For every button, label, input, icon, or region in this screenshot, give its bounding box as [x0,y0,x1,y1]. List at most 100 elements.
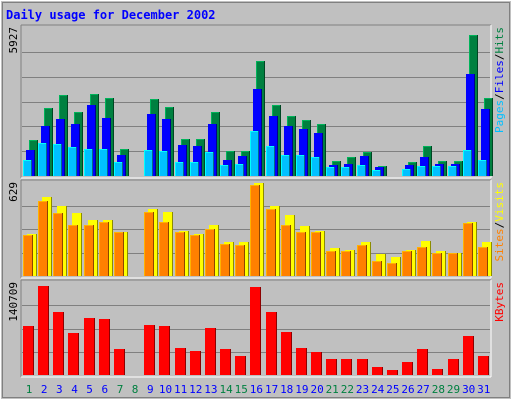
bar-kbytes-day-30 [463,336,474,375]
day-label-22: 22 [341,383,354,396]
bar-sites-day-28 [432,253,442,276]
bar-kbytes-day-13 [205,328,216,375]
bar-kbytes-day-6 [99,319,110,375]
bar-kbytes-day-20 [311,352,322,375]
bar-kbytes-day-31 [478,356,489,375]
bar-kbytes-day-3 [53,312,64,375]
legend-sites: Sites [493,228,506,261]
day-label-2: 2 [41,383,48,396]
panel-max-label: 629 [7,182,20,202]
bar-pages-day-21 [326,167,335,176]
bar-sites-day-13 [205,229,215,276]
legend-files: Files [493,60,506,93]
bar-pages-day-22 [341,167,350,176]
bar-pages-day-23 [357,165,366,176]
day-label-25: 25 [386,383,399,396]
bar-kbytes-day-5 [84,318,95,375]
day-label-21: 21 [326,383,339,396]
bar-sites-day-31 [478,247,488,276]
chart-panel-2: 629 Sites/Visits [7,179,506,279]
panel-legend: Sites/Visits [493,182,506,262]
panel-max-label: 5927 [7,27,20,54]
bar-kbytes-day-25 [387,370,398,375]
day-label-20: 20 [310,383,323,396]
day-label-24: 24 [371,383,385,396]
bar-kbytes-day-2 [38,286,49,375]
bar-pages-day-31 [478,160,487,176]
bar-kbytes-day-23 [357,359,368,375]
bar-kbytes-day-12 [190,351,201,375]
bar-pages-day-24 [372,170,381,176]
day-label-8: 8 [132,383,139,396]
bar-sites-day-15 [235,245,245,276]
legend-separator: / [493,93,506,100]
bar-pages-day-29 [448,166,457,176]
bar-sites-day-12 [190,235,200,276]
chart-title: Daily usage for December 2002 [6,8,216,22]
day-label-11: 11 [174,383,187,396]
bar-sites-day-7 [114,232,124,276]
bar-pages-day-19 [296,155,305,176]
bar-kbytes-day-4 [68,333,79,375]
bar-pages-day-5 [84,149,93,176]
bar-sites-day-9 [144,212,154,276]
legend-pages: Pages [493,100,506,133]
bar-pages-day-20 [311,157,320,176]
bar-sites-day-26 [402,251,412,276]
bar-kbytes-day-19 [296,348,307,375]
bar-pages-day-30 [463,150,472,176]
bar-kbytes-day-7 [114,349,125,375]
bar-sites-day-27 [417,247,427,276]
chart-panels: 5927Pages/Files/Hits629Sites/Visits14070… [7,24,506,378]
bar-sites-day-30 [463,223,473,276]
bar-sites-day-2 [38,201,48,276]
legend-hits: Hits [493,27,506,54]
bar-kbytes-day-21 [326,359,337,375]
bar-pages-day-18 [281,155,290,176]
bar-kbytes-day-17 [266,312,277,375]
bar-pages-day-3 [53,144,62,176]
bar-pages-day-15 [235,164,244,176]
day-label-12: 12 [189,383,202,396]
bar-sites-day-21 [326,251,336,276]
bar-pages-day-2 [38,143,47,176]
chart-panel-3: 140709 KBytes [7,279,506,378]
day-label-5: 5 [86,383,93,396]
bar-pages-day-9 [144,150,153,176]
bar-sites-day-14 [220,244,230,276]
day-label-27: 27 [417,383,430,396]
day-label-30: 30 [462,383,475,396]
bar-kbytes-day-14 [220,349,231,375]
bar-pages-day-11 [175,162,184,176]
bar-sites-day-16 [250,185,260,276]
bar-kbytes-day-1 [23,326,34,375]
day-labels: 1 2 3 4 5 6 7 8 9 10 11 12 13 14 15 16 17 18 19 20 21 22 23 24 2… [26,383,491,396]
bar-pages-day-26 [402,169,411,176]
panel-legend: KBytes [493,282,506,322]
bar-sites-day-5 [84,225,94,276]
bar-pages-day-10 [159,151,168,176]
day-label-23: 23 [356,383,369,396]
bar-pages-day-14 [220,165,229,176]
bar-kbytes-day-11 [175,348,186,375]
bar-kbytes-day-27 [417,349,428,375]
day-label-7: 7 [117,383,124,396]
day-label-18: 18 [280,383,293,396]
bar-sites-day-29 [448,253,458,276]
legend-separator: / [493,54,506,61]
bar-sites-day-10 [159,222,169,276]
bar-kbytes-day-24 [372,367,383,375]
day-label-16: 16 [250,383,263,396]
bar-pages-day-28 [432,166,441,176]
day-label-28: 28 [432,383,445,396]
bar-pages-day-13 [205,152,214,176]
bar-sites-day-22 [341,251,351,276]
day-label-14: 14 [219,383,233,396]
legend-kbytes: KBytes [493,282,506,322]
day-label-15: 15 [235,383,248,396]
bar-kbytes-day-18 [281,332,292,375]
day-label-29: 29 [447,383,460,396]
bar-pages-day-6 [99,149,108,176]
